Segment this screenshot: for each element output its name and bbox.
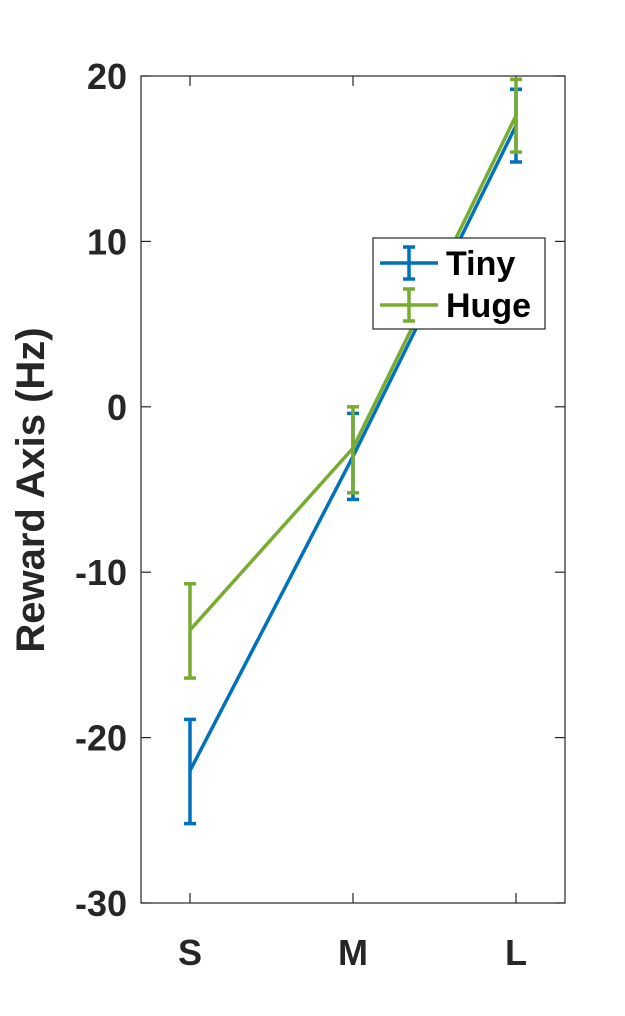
series-line xyxy=(188,114,518,632)
y-tick-label: -10 xyxy=(75,552,127,593)
y-axis-label: Reward Axis (Hz) xyxy=(9,327,53,652)
y-tick-label: 10 xyxy=(87,221,127,262)
legend: Tiny Huge xyxy=(372,237,546,330)
x-tick-label: S xyxy=(178,932,202,973)
legend-label: Tiny xyxy=(446,245,515,283)
y-tick-label: -20 xyxy=(75,718,127,759)
series-huge xyxy=(184,77,522,680)
plot-area xyxy=(184,77,522,826)
x-tick-label: M xyxy=(338,932,368,973)
legend-label: Huge xyxy=(446,287,531,325)
y-tick-label: 0 xyxy=(107,387,127,428)
y-tick-label: 20 xyxy=(87,56,127,97)
legend-box xyxy=(372,237,546,330)
y-axis: -30 -20 -10 0 10 20 xyxy=(75,56,565,924)
y-tick-label: -30 xyxy=(75,883,127,924)
x-tick-label: L xyxy=(505,932,527,973)
